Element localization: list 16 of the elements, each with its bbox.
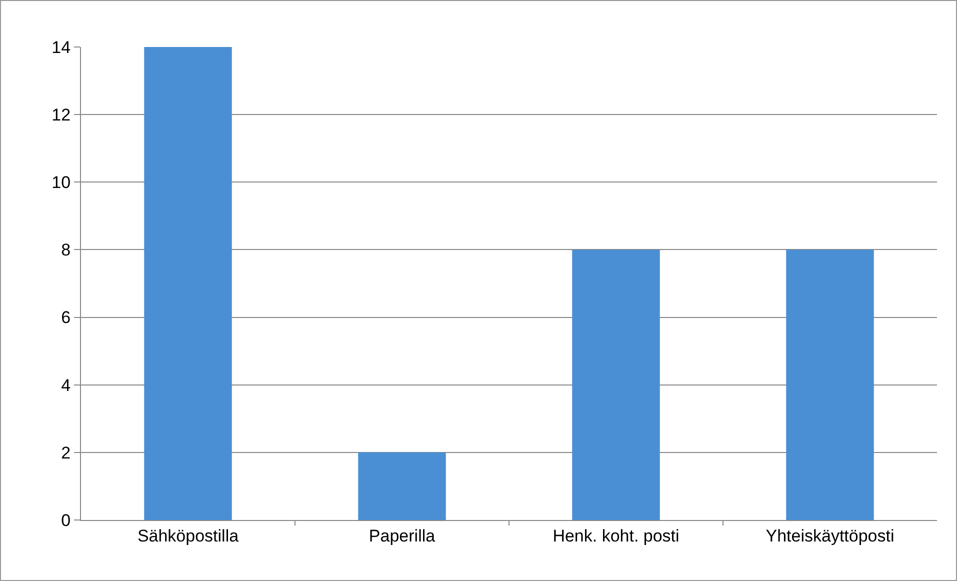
y-tick-label: 2 xyxy=(61,443,71,462)
bar xyxy=(358,452,446,520)
x-tick-label: Henk. koht. posti xyxy=(552,526,680,546)
y-tick-label: 12 xyxy=(52,106,71,125)
x-tick-label: Yhteiskäyttöposti xyxy=(766,526,894,546)
y-tick-label: 8 xyxy=(61,240,71,260)
y-tick-label: 0 xyxy=(61,510,71,530)
y-tick-label: 10 xyxy=(52,173,71,192)
bar xyxy=(572,250,660,520)
bar xyxy=(786,250,874,520)
x-tick-label: Paperilla xyxy=(368,526,436,546)
y-tick-label: 4 xyxy=(61,376,71,395)
y-tick-label: 14 xyxy=(52,38,71,57)
x-tick-label: Sähköpostilla xyxy=(137,526,240,546)
y-tick-label: 6 xyxy=(61,308,71,328)
bar xyxy=(144,47,232,520)
